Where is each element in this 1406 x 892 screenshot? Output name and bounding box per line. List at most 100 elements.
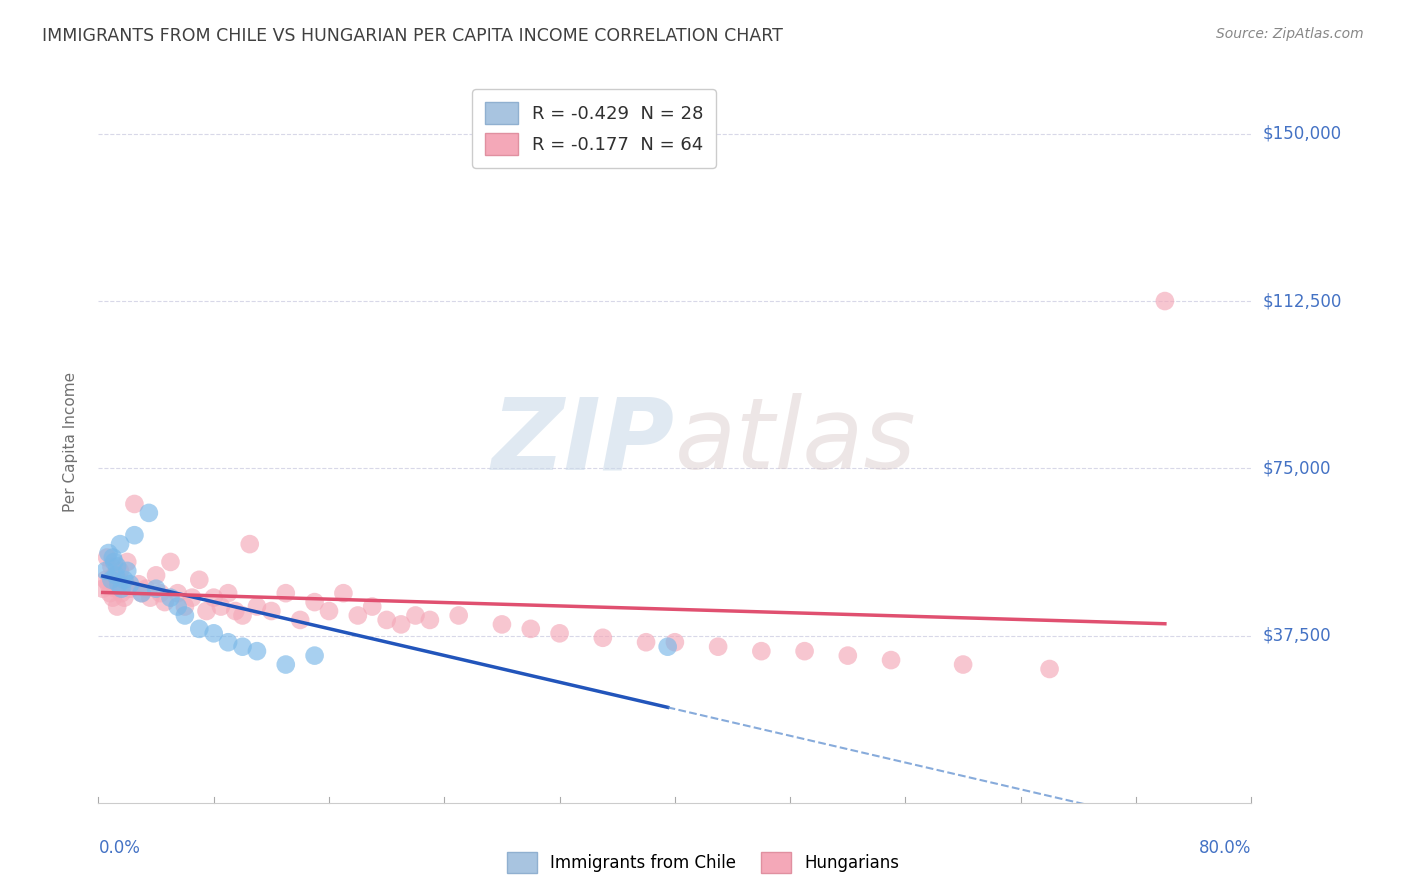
Point bbox=[96, 550, 118, 565]
Text: 80.0%: 80.0% bbox=[1199, 838, 1251, 857]
Point bbox=[202, 591, 225, 605]
Point bbox=[110, 582, 132, 596]
Point bbox=[101, 591, 124, 605]
Point bbox=[166, 599, 188, 614]
Point bbox=[636, 635, 658, 649]
Point bbox=[149, 586, 172, 600]
Legend: Immigrants from Chile, Hungarians: Immigrants from Chile, Hungarians bbox=[501, 846, 905, 880]
Point bbox=[217, 586, 239, 600]
Point bbox=[159, 555, 181, 569]
Text: $112,500: $112,500 bbox=[1263, 292, 1341, 310]
Point bbox=[108, 564, 131, 578]
Point bbox=[419, 613, 441, 627]
Point bbox=[1154, 293, 1177, 308]
Point bbox=[124, 528, 146, 542]
Point bbox=[159, 591, 181, 605]
Point bbox=[139, 591, 162, 605]
Point bbox=[94, 573, 117, 587]
Point bbox=[105, 559, 128, 574]
Point bbox=[405, 608, 427, 623]
Point bbox=[346, 608, 368, 623]
Point bbox=[101, 550, 124, 565]
Point bbox=[447, 608, 470, 623]
Point bbox=[231, 640, 254, 654]
Point bbox=[131, 586, 153, 600]
Point bbox=[104, 582, 127, 596]
Text: IMMIGRANTS FROM CHILE VS HUNGARIAN PER CAPITA INCOME CORRELATION CHART: IMMIGRANTS FROM CHILE VS HUNGARIAN PER C… bbox=[42, 27, 783, 45]
Point bbox=[592, 631, 614, 645]
Point bbox=[145, 568, 167, 582]
Point bbox=[304, 595, 326, 609]
Point bbox=[375, 613, 398, 627]
Point bbox=[1039, 662, 1062, 676]
Point bbox=[120, 577, 142, 591]
Point bbox=[105, 599, 128, 614]
Point bbox=[707, 640, 730, 654]
Point bbox=[304, 648, 326, 663]
Point bbox=[332, 586, 354, 600]
Point bbox=[880, 653, 903, 667]
Point bbox=[657, 640, 679, 654]
Point bbox=[260, 604, 283, 618]
Point bbox=[231, 608, 254, 623]
Point bbox=[100, 559, 122, 574]
Point bbox=[195, 604, 218, 618]
Point bbox=[751, 644, 773, 658]
Point bbox=[135, 582, 157, 596]
Point bbox=[274, 586, 297, 600]
Point bbox=[107, 577, 129, 591]
Point bbox=[166, 586, 188, 600]
Point bbox=[94, 564, 117, 578]
Point bbox=[239, 537, 262, 551]
Point bbox=[103, 555, 125, 569]
Point bbox=[548, 626, 571, 640]
Point bbox=[117, 564, 139, 578]
Point bbox=[793, 644, 815, 658]
Point bbox=[117, 555, 139, 569]
Point bbox=[104, 568, 127, 582]
Point bbox=[112, 573, 135, 587]
Point bbox=[138, 506, 160, 520]
Point bbox=[108, 537, 131, 551]
Point bbox=[318, 604, 340, 618]
Text: $37,500: $37,500 bbox=[1263, 626, 1331, 645]
Point bbox=[100, 573, 122, 587]
Point bbox=[181, 591, 204, 605]
Point bbox=[124, 497, 146, 511]
Point bbox=[217, 635, 239, 649]
Text: ZIP: ZIP bbox=[492, 393, 675, 490]
Point bbox=[491, 617, 513, 632]
Point bbox=[97, 546, 120, 560]
Text: Source: ZipAtlas.com: Source: ZipAtlas.com bbox=[1216, 27, 1364, 41]
Text: 0.0%: 0.0% bbox=[98, 838, 141, 857]
Point bbox=[188, 573, 211, 587]
Point bbox=[174, 608, 197, 623]
Point bbox=[361, 599, 384, 614]
Point bbox=[97, 577, 120, 591]
Point bbox=[131, 586, 153, 600]
Point bbox=[188, 622, 211, 636]
Point bbox=[389, 617, 412, 632]
Point bbox=[107, 573, 129, 587]
Point bbox=[120, 582, 142, 596]
Point bbox=[209, 599, 232, 614]
Point bbox=[128, 577, 150, 591]
Point bbox=[98, 586, 121, 600]
Point bbox=[202, 626, 225, 640]
Point bbox=[91, 582, 114, 596]
Point bbox=[224, 604, 246, 618]
Text: $150,000: $150,000 bbox=[1263, 125, 1341, 143]
Point bbox=[174, 599, 197, 614]
Point bbox=[153, 595, 176, 609]
Point bbox=[246, 599, 269, 614]
Point bbox=[290, 613, 312, 627]
Text: atlas: atlas bbox=[675, 393, 917, 490]
Point bbox=[103, 568, 125, 582]
Text: $75,000: $75,000 bbox=[1263, 459, 1331, 477]
Point bbox=[952, 657, 974, 672]
Point bbox=[520, 622, 543, 636]
Y-axis label: Per Capita Income: Per Capita Income bbox=[63, 371, 77, 512]
Point bbox=[145, 582, 167, 596]
Point bbox=[112, 591, 135, 605]
Point bbox=[246, 644, 269, 658]
